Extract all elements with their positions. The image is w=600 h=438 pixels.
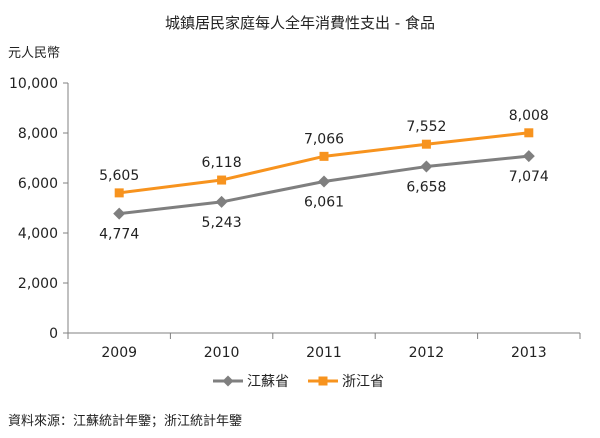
legend-marker — [318, 376, 328, 386]
data-point-marker — [421, 139, 431, 149]
data-label: 7,074 — [509, 169, 549, 185]
data-point-marker — [217, 175, 227, 185]
y-tick-label: 0 — [49, 326, 58, 342]
y-tick-label: 4,000 — [18, 226, 58, 242]
data-point-marker — [113, 207, 126, 220]
data-point-marker — [114, 188, 124, 198]
data-point-marker — [215, 195, 228, 208]
x-tick-label: 2010 — [204, 345, 240, 361]
data-label: 4,774 — [99, 227, 139, 243]
legend-marker — [222, 375, 234, 387]
x-tick-label: 2013 — [511, 345, 547, 361]
legend-label: 江蘇省 — [247, 374, 289, 390]
data-point-marker — [319, 151, 329, 161]
source-note: 資料來源：江蘇統計年鑒；浙江統計年鑒 — [8, 414, 243, 429]
data-label: 6,118 — [202, 155, 242, 171]
data-label: 6,658 — [406, 180, 446, 196]
y-tick-label: 2,000 — [18, 276, 58, 292]
data-point-marker — [524, 128, 534, 138]
y-axis-unit-label: 元人民幣 — [8, 46, 61, 61]
data-label: 6,061 — [304, 194, 344, 210]
x-tick-label: 2011 — [306, 345, 342, 361]
y-tick-label: 8,000 — [18, 126, 58, 142]
data-label: 7,066 — [304, 131, 344, 147]
x-tick-label: 2012 — [409, 345, 445, 361]
data-label: 5,605 — [99, 168, 139, 184]
x-tick-label: 2009 — [101, 345, 137, 361]
data-label: 8,008 — [509, 108, 549, 124]
data-point-marker — [318, 175, 330, 188]
legend-label: 浙江省 — [342, 374, 384, 390]
data-label: 5,243 — [202, 215, 242, 231]
y-tick-label: 10,000 — [9, 76, 58, 92]
chart-title: 城鎮居民家庭每人全年消費性支出 - 食品 — [165, 14, 435, 32]
data-point-marker — [522, 150, 535, 163]
data-label: 7,552 — [406, 119, 446, 135]
data-point-marker — [420, 160, 433, 173]
y-tick-label: 6,000 — [18, 176, 58, 192]
